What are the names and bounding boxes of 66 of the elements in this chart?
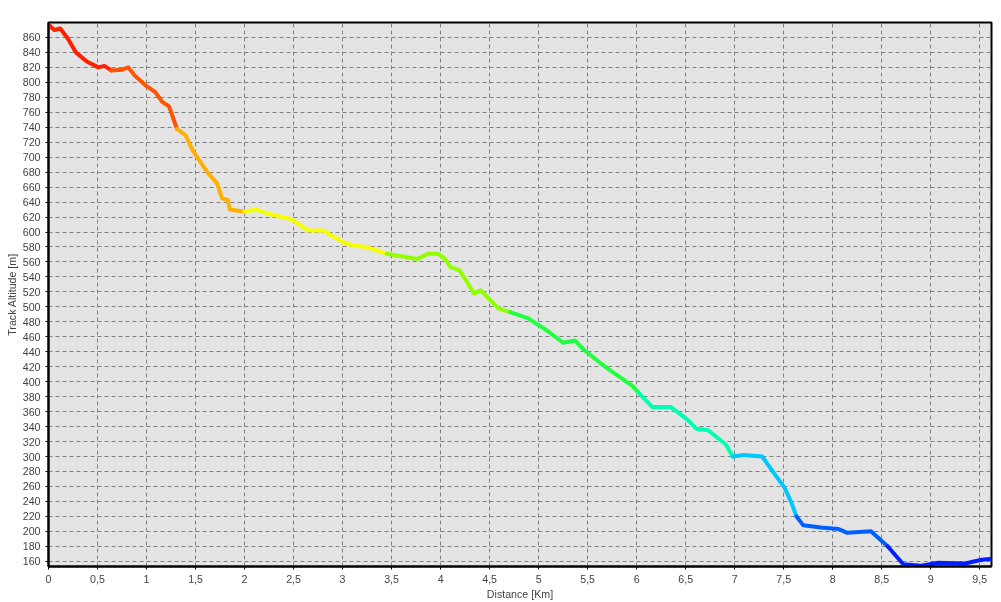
y-tick-label: 820: [22, 61, 41, 74]
y-tick-label: 200: [22, 525, 41, 538]
x-tick-label: 3: [339, 572, 346, 585]
line-series: [794, 514, 890, 549]
x-tick-label: 8,5: [874, 572, 890, 585]
y-tick-label: 160: [22, 555, 41, 568]
y-tick-label: 180: [22, 540, 41, 553]
y-tick-label: 760: [22, 106, 41, 119]
x-tick-label: 2: [241, 572, 248, 585]
x-tick-label: 7: [731, 572, 738, 585]
y-tick-label: 660: [22, 181, 41, 194]
y-tick-label: 500: [22, 300, 41, 313]
y-tick-label: 800: [22, 76, 41, 89]
x-tick-label: 4: [437, 572, 444, 585]
x-tick-label: 9,5: [972, 572, 988, 585]
x-tick-label: 5: [535, 572, 542, 585]
line-series: [508, 310, 641, 395]
x-tick-label: 2,5: [286, 572, 302, 585]
y-tick-label: 680: [22, 166, 41, 179]
x-tick-label: 8: [829, 572, 836, 585]
x-tick-label: 1,5: [188, 572, 204, 585]
line-series: [885, 544, 992, 567]
y-tick-label: 560: [22, 255, 41, 268]
y-tick-label: 580: [22, 240, 41, 253]
y-tick-label: 400: [22, 375, 41, 388]
y-tick-label: 840: [22, 46, 41, 59]
x-tick-label: 3,5: [384, 572, 400, 585]
y-tick-label: 780: [22, 91, 41, 104]
line-series: [242, 207, 389, 256]
line-series: [48, 22, 114, 73]
y-tick-label: 520: [22, 285, 41, 298]
line-series: [730, 453, 799, 519]
y-tick-label: 700: [22, 151, 41, 164]
y-tick-label: 240: [22, 495, 41, 508]
y-tick-label: 600: [22, 226, 41, 239]
x-tick-label: 6,5: [678, 572, 694, 585]
x-tick-label: 4,5: [482, 572, 498, 585]
y-tick-label: 620: [22, 211, 41, 224]
x-tick-label: 1: [143, 572, 150, 585]
y-tick-label: 720: [22, 136, 41, 149]
y-axis-title: Track Altitude [m]: [5, 253, 18, 336]
x-tick-label: 6: [633, 572, 640, 585]
y-tick-label: 640: [22, 196, 41, 209]
y-tick-label: 860: [22, 31, 41, 44]
line-series: [109, 65, 179, 131]
x-tick-label: 0,5: [90, 572, 105, 585]
y-tick-label: 220: [22, 510, 41, 523]
y-tick-label: 280: [22, 465, 41, 478]
y-tick-label: 480: [22, 315, 41, 328]
y-tick-label: 300: [22, 450, 41, 463]
y-tick-label: 420: [22, 360, 41, 373]
x-axis-title: Distance [Km]: [486, 587, 554, 600]
y-tick-label: 740: [22, 121, 41, 134]
y-tick-label: 340: [22, 420, 41, 433]
x-tick-label: 0: [45, 572, 52, 585]
line-series: [636, 390, 735, 459]
y-tick-label: 260: [22, 480, 41, 493]
x-tick-label: 9: [927, 572, 934, 585]
y-tick-label: 440: [22, 345, 41, 358]
x-tick-label: 7,5: [776, 572, 792, 585]
x-tick-label: 5,5: [580, 572, 596, 585]
y-tick-label: 320: [22, 435, 41, 448]
y-tick-label: 460: [22, 330, 41, 343]
y-tick-label: 540: [22, 270, 41, 283]
y-tick-label: 380: [22, 390, 41, 403]
y-tick-label: 360: [22, 405, 41, 418]
